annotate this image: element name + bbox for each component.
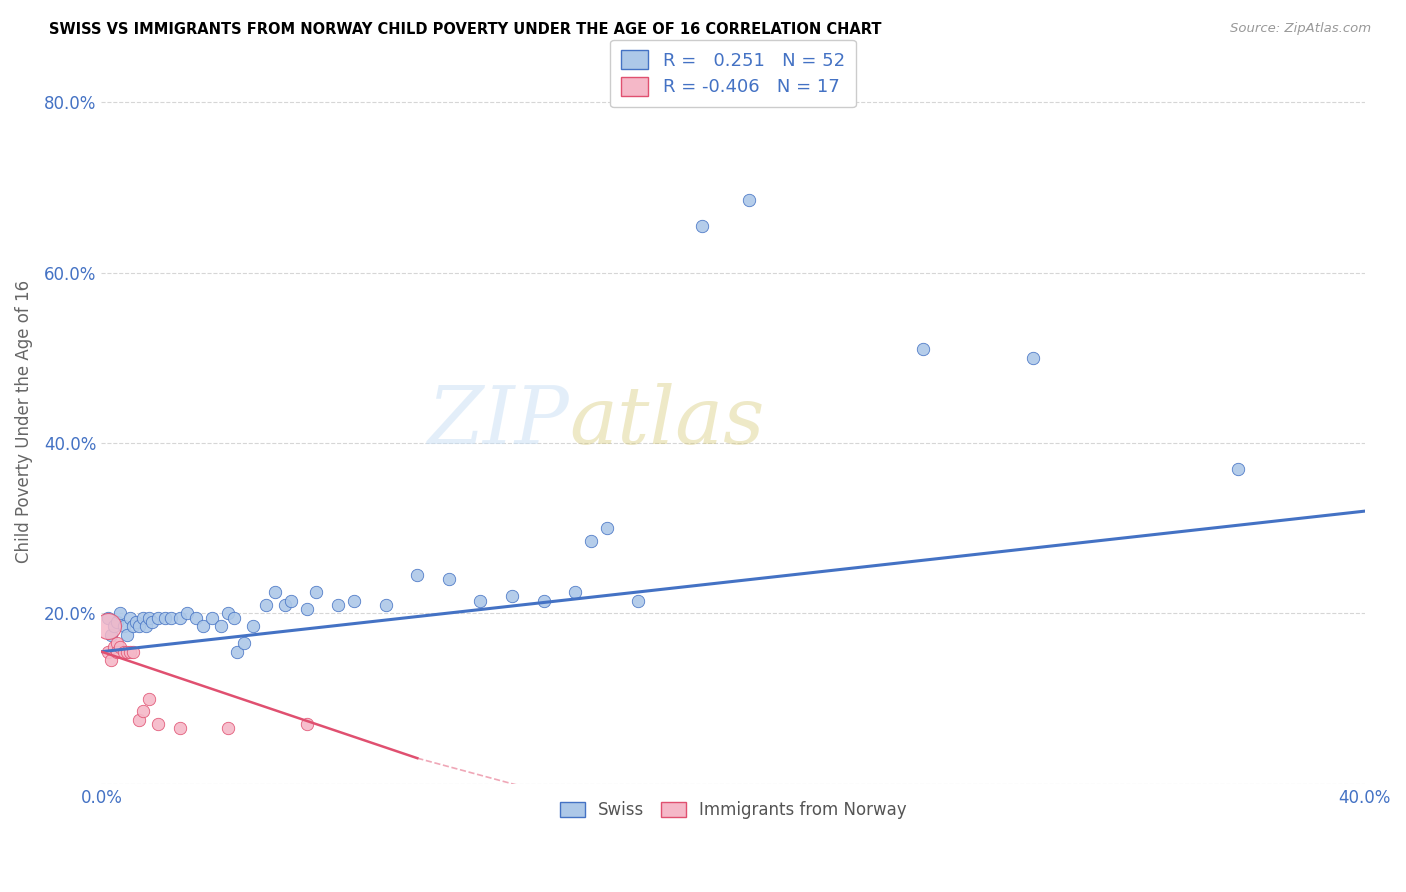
Point: [122, 645, 145, 659]
Point: [131, 704, 153, 718]
Point: [169, 610, 191, 624]
Point: [125, 615, 148, 629]
Point: [105, 636, 128, 650]
Point: [217, 722, 239, 736]
Point: [211, 619, 233, 633]
Point: [115, 627, 138, 641]
Point: [122, 619, 145, 633]
Point: [191, 619, 214, 633]
Point: [97, 645, 120, 659]
Point: [118, 645, 141, 659]
Point: [97, 619, 120, 633]
Point: [169, 722, 191, 736]
Point: [100, 627, 122, 641]
Point: [1022, 351, 1045, 365]
Point: [295, 717, 318, 731]
Point: [141, 615, 163, 629]
Point: [135, 619, 157, 633]
Text: ZIP: ZIP: [427, 383, 569, 460]
Point: [112, 645, 135, 659]
Point: [103, 619, 125, 633]
Point: [226, 645, 249, 659]
Point: [232, 636, 254, 650]
Point: [501, 590, 523, 604]
Point: [115, 645, 138, 659]
Point: [110, 640, 132, 655]
Point: [128, 713, 150, 727]
Point: [579, 533, 602, 548]
Point: [564, 585, 586, 599]
Point: [343, 593, 366, 607]
Point: [217, 607, 239, 621]
Text: Source: ZipAtlas.com: Source: ZipAtlas.com: [1230, 22, 1371, 36]
Point: [148, 610, 170, 624]
Point: [596, 521, 619, 535]
Point: [295, 602, 318, 616]
Legend: Swiss, Immigrants from Norway: Swiss, Immigrants from Norway: [553, 795, 914, 826]
Point: [273, 598, 295, 612]
Point: [105, 615, 128, 629]
Point: [1227, 461, 1250, 475]
Point: [153, 610, 176, 624]
Point: [201, 610, 224, 624]
Point: [148, 717, 170, 731]
Point: [128, 619, 150, 633]
Point: [105, 645, 128, 659]
Point: [242, 619, 264, 633]
Point: [186, 610, 208, 624]
Text: SWISS VS IMMIGRANTS FROM NORWAY CHILD POVERTY UNDER THE AGE OF 16 CORRELATION CH: SWISS VS IMMIGRANTS FROM NORWAY CHILD PO…: [49, 22, 882, 37]
Point: [328, 598, 350, 612]
Point: [103, 640, 125, 655]
Point: [254, 598, 277, 612]
Y-axis label: Child Poverty Under the Age of 16: Child Poverty Under the Age of 16: [15, 280, 32, 563]
Point: [533, 593, 555, 607]
Point: [690, 219, 713, 233]
Point: [131, 610, 153, 624]
Point: [627, 593, 650, 607]
Point: [911, 343, 934, 357]
Point: [406, 568, 429, 582]
Point: [138, 610, 160, 624]
Point: [176, 607, 198, 621]
Point: [110, 607, 132, 621]
Point: [97, 610, 120, 624]
Point: [374, 598, 396, 612]
Point: [118, 610, 141, 624]
Point: [138, 691, 160, 706]
Text: atlas: atlas: [569, 383, 765, 460]
Point: [224, 610, 246, 624]
Point: [264, 585, 287, 599]
Point: [160, 610, 183, 624]
Point: [280, 593, 302, 607]
Point: [112, 619, 135, 633]
Point: [100, 653, 122, 667]
Point: [437, 572, 460, 586]
Point: [738, 193, 761, 207]
Point: [305, 585, 328, 599]
Point: [470, 593, 492, 607]
